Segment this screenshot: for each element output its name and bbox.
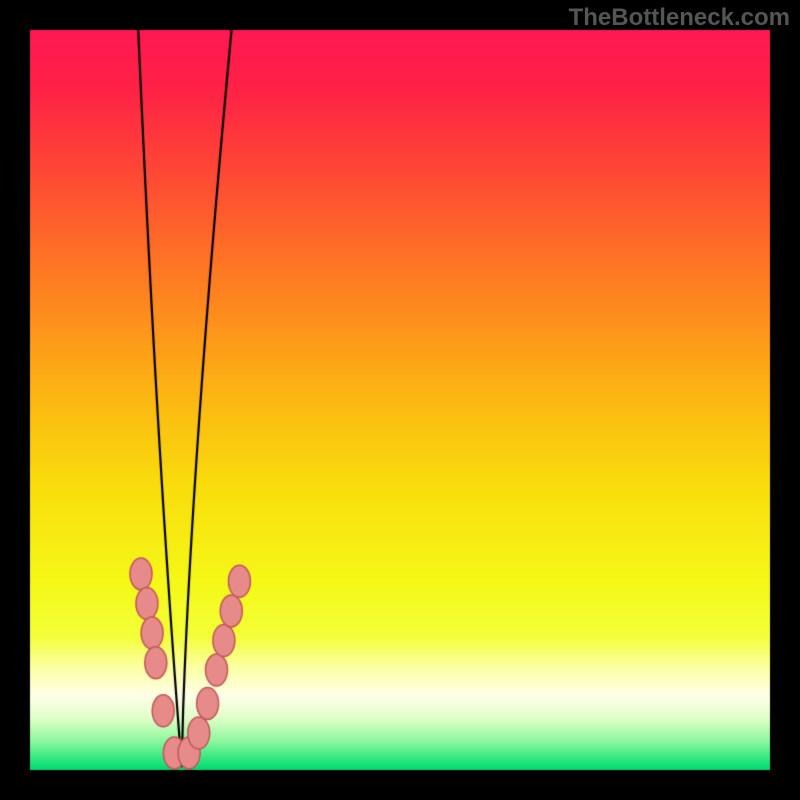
chart-container: TheBottleneck.com <box>0 0 800 800</box>
bottleneck-chart <box>0 0 800 800</box>
watermark-label: TheBottleneck.com <box>569 4 790 32</box>
